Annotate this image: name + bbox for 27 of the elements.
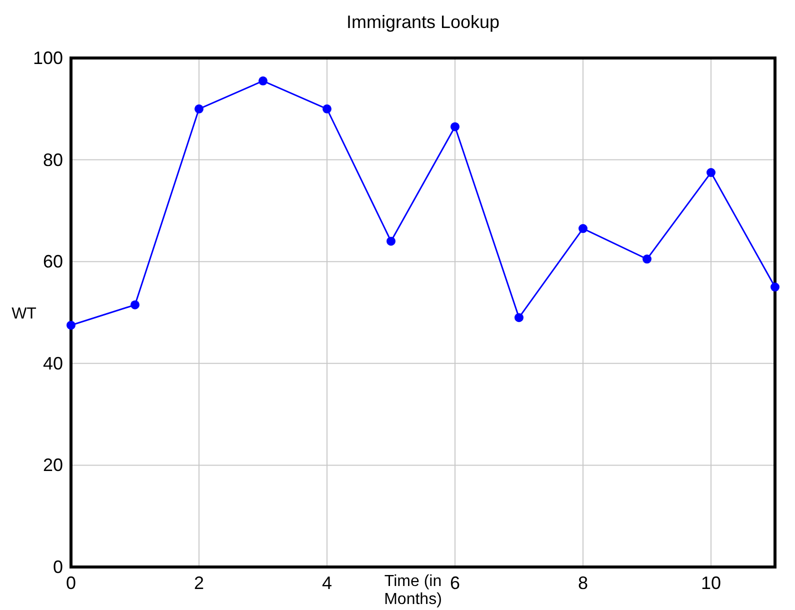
x-tick-label: 8 [578, 573, 588, 593]
point [642, 254, 652, 264]
y-tick-label: 100 [32, 48, 63, 68]
point [322, 104, 332, 114]
x-tick-label: 10 [700, 573, 722, 593]
point [514, 313, 524, 322]
chart-title: Immigrants Lookup [346, 12, 500, 32]
point [130, 300, 140, 310]
y-tick-label: 60 [42, 252, 63, 272]
point [706, 168, 716, 178]
x-axis-title: Time (in Months) [384, 573, 442, 608]
y-axis-title: WT [12, 306, 37, 322]
y-tick-label: 20 [42, 455, 63, 476]
point [578, 224, 588, 234]
point [194, 104, 204, 114]
x-tick-label: 2 [194, 573, 204, 593]
x-tick-label: 6 [450, 573, 460, 593]
y-tick-label: 0 [52, 557, 63, 577]
point [386, 236, 396, 246]
x-tick-label: 0 [66, 573, 76, 593]
x-tick-label: 4 [322, 573, 332, 593]
y-tick-label: 80 [42, 150, 63, 170]
point [66, 320, 76, 330]
point [258, 76, 268, 86]
y-tick-label: 40 [42, 353, 63, 374]
point [450, 122, 460, 132]
point [770, 282, 780, 292]
